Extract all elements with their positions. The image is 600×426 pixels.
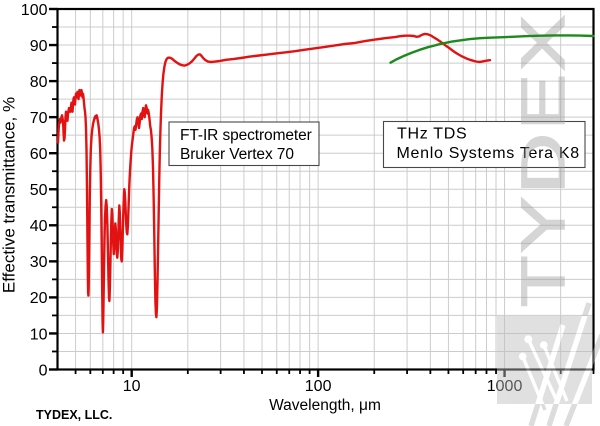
svg-text:0: 0: [39, 362, 48, 379]
svg-text:80: 80: [30, 74, 48, 91]
svg-text:10: 10: [123, 378, 141, 395]
svg-text:60: 60: [30, 146, 48, 163]
svg-text:FT-IR spectrometer: FT-IR spectrometer: [180, 127, 312, 144]
svg-text:Wavelength, μm: Wavelength, μm: [269, 397, 381, 414]
svg-text:Menlo Systems Tera K8: Menlo Systems Tera K8: [397, 145, 580, 162]
svg-text:1000: 1000: [487, 378, 523, 395]
svg-text:40: 40: [30, 218, 48, 235]
svg-text:90: 90: [30, 38, 48, 55]
svg-text:Bruker Vertex 70: Bruker Vertex 70: [180, 146, 294, 163]
svg-text:TYDEX: TYDEX: [508, 12, 577, 307]
svg-text:100: 100: [305, 378, 332, 395]
svg-text:TYDEX, LLC.: TYDEX, LLC.: [36, 408, 112, 422]
svg-text:10: 10: [30, 326, 48, 343]
svg-text:30: 30: [30, 254, 48, 271]
svg-text:20: 20: [30, 290, 48, 307]
svg-text:THz TDS: THz TDS: [397, 126, 467, 143]
svg-text:70: 70: [30, 110, 48, 127]
svg-text:100: 100: [21, 2, 48, 19]
svg-text:50: 50: [30, 182, 48, 199]
svg-text:Effective transmittance, %: Effective transmittance, %: [0, 97, 19, 293]
